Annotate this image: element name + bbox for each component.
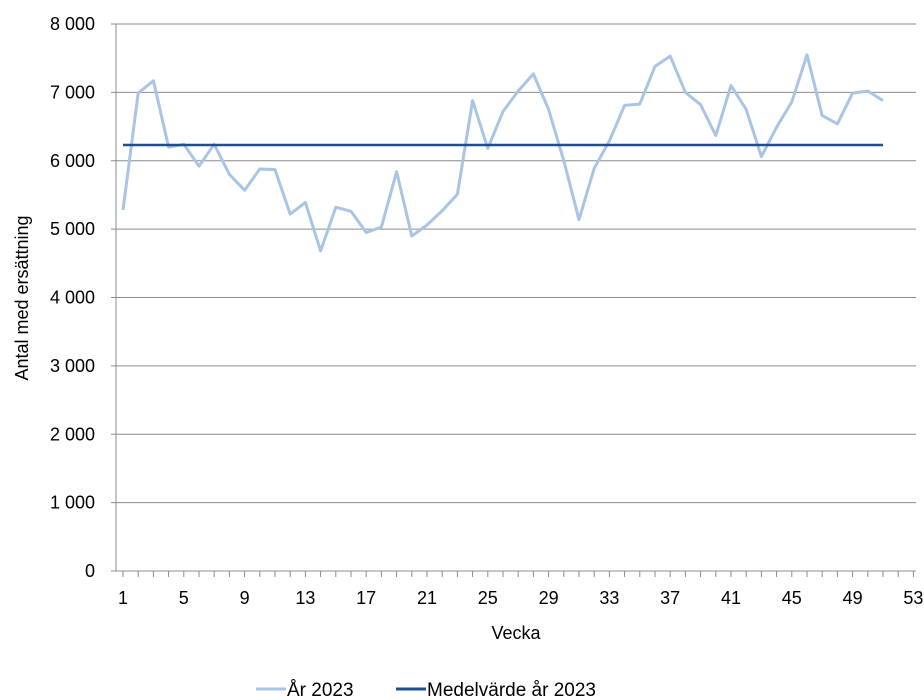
y-tick-label: 5 000	[50, 219, 95, 239]
y-tick-label: 1 000	[50, 493, 95, 513]
x-tick-label: 5	[179, 588, 189, 608]
y-tick-label: 4 000	[50, 288, 95, 308]
x-tick-label: 41	[721, 588, 741, 608]
x-tick-label: 53	[903, 588, 923, 608]
y-axis-label: Antal med ersättning	[12, 215, 32, 380]
x-tick-label: 49	[843, 588, 863, 608]
series-line-ar-2023	[121, 53, 884, 253]
x-tick-label: 25	[478, 588, 498, 608]
x-tick-labels: 1 5 9 13 17 21 25 29 33 37 41 45 49 53	[118, 588, 923, 608]
series-lines	[121, 53, 884, 253]
x-tick-label: 17	[356, 588, 376, 608]
axes	[111, 23, 916, 577]
x-tick-label: 29	[539, 588, 559, 608]
x-tick-label: 33	[599, 588, 619, 608]
x-axis-label: Vecka	[491, 623, 541, 643]
y-tick-label: 0	[85, 561, 95, 581]
y-tick-label: 6 000	[50, 151, 95, 171]
x-tick-label: 9	[240, 588, 250, 608]
x-tick-label: 21	[417, 588, 437, 608]
legend: År 2023 Medelvärde år 2023	[256, 680, 596, 700]
x-tick-label: 37	[660, 588, 680, 608]
y-tick-label: 3 000	[50, 356, 95, 376]
x-tick-label: 13	[295, 588, 315, 608]
y-tick-label: 2 000	[50, 424, 95, 444]
x-tick-label: 45	[782, 588, 802, 608]
legend-label-ar-2023: År 2023	[287, 680, 354, 700]
legend-label-medelvarde: Medelvärde år 2023	[427, 680, 596, 700]
y-tick-label: 7 000	[50, 82, 95, 102]
y-tick-labels: 0 1 000 2 000 3 000 4 000 5 000 6 000 7 000 8 00…	[50, 14, 95, 581]
x-tick-label: 1	[118, 588, 128, 608]
y-tick-label: 8 000	[50, 14, 95, 34]
grid-lines	[116, 23, 916, 504]
